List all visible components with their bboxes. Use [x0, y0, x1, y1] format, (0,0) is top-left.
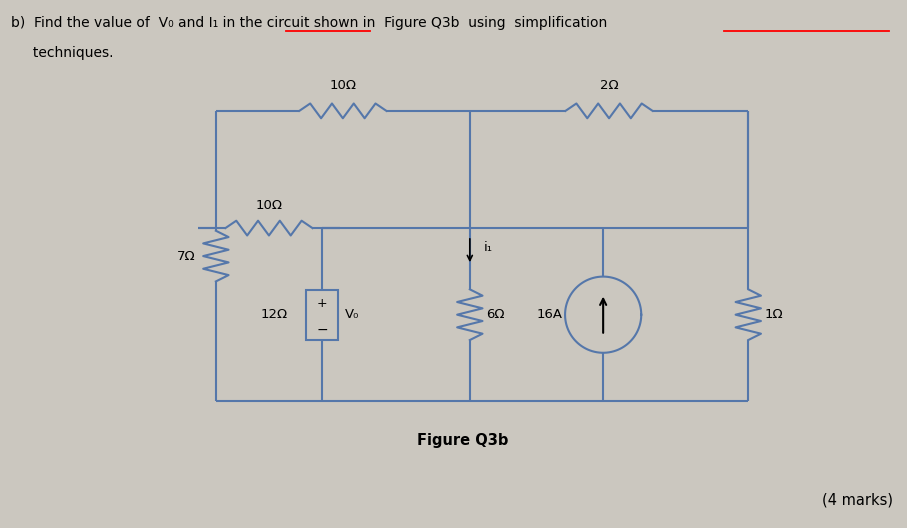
Text: 12Ω: 12Ω [260, 308, 288, 321]
Text: 16A: 16A [536, 308, 562, 321]
Text: (4 marks): (4 marks) [823, 493, 893, 508]
Text: 2Ω: 2Ω [600, 79, 619, 92]
Bar [306, 289, 338, 340]
Text: i₁: i₁ [483, 241, 493, 254]
Text: −: − [317, 323, 327, 336]
Text: b)  Find the value of  V₀ and I₁ in the circuit shown in  Figure Q3b  using  sim: b) Find the value of V₀ and I₁ in the ci… [11, 16, 607, 30]
Text: 7Ω: 7Ω [177, 250, 196, 262]
Text: Figure Q3b: Figure Q3b [417, 433, 508, 448]
Text: techniques.: techniques. [11, 46, 113, 61]
Text: 6Ω: 6Ω [486, 308, 504, 321]
Text: V₀: V₀ [345, 308, 359, 321]
Text: +: + [317, 297, 327, 309]
Text: 10Ω: 10Ω [329, 79, 356, 92]
Text: 1Ω: 1Ω [765, 308, 784, 321]
Text: 10Ω: 10Ω [256, 199, 282, 212]
